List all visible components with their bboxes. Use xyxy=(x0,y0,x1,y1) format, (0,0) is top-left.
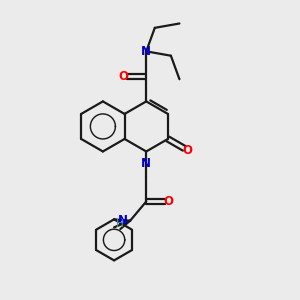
Text: O: O xyxy=(118,70,129,83)
Text: N: N xyxy=(141,45,151,58)
Text: N: N xyxy=(141,157,151,170)
Text: H: H xyxy=(116,219,124,229)
Text: N: N xyxy=(118,214,128,227)
Text: O: O xyxy=(164,195,174,208)
Text: O: O xyxy=(182,144,193,157)
